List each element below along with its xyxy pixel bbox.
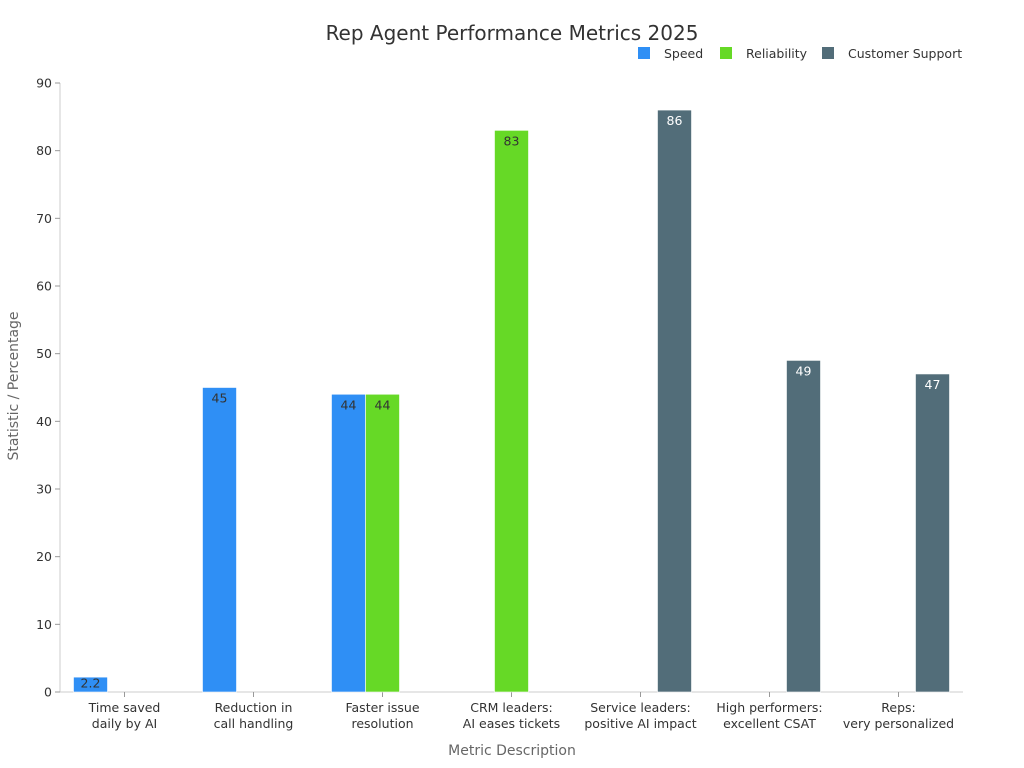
bar-speed (202, 387, 237, 693)
y-axis-title: Statistic / Percentage (6, 311, 22, 460)
x-tick-label: AI eases tickets (463, 716, 560, 731)
x-tick-label: Service leaders: (590, 700, 690, 715)
legend: Speed Reliability Customer Support (638, 46, 962, 61)
x-tick-label: excellent CSAT (723, 716, 816, 731)
bar-value-label: 49 (796, 363, 812, 378)
bar-value-label: 45 (212, 391, 228, 406)
x-tick-label: resolution (351, 716, 413, 731)
bar-value-label: 44 (375, 397, 391, 412)
y-tick-label: 80 (36, 143, 52, 158)
y-tick-label: 10 (36, 617, 52, 632)
y-tick-label: 30 (36, 482, 52, 497)
y-axis: 0 10 20 30 40 50 60 70 80 90 (36, 76, 61, 700)
x-tick-label: positive AI impact (584, 716, 696, 731)
x-tick-label: Time saved (88, 700, 161, 715)
bar-speed (331, 393, 366, 693)
y-tick-label: 70 (36, 211, 52, 226)
chart-title: Rep Agent Performance Metrics 2025 (326, 21, 699, 45)
legend-swatch (720, 47, 732, 59)
bar-value-label: 83 (504, 133, 520, 148)
x-tick-label: call handling (214, 716, 294, 731)
x-tick-label: Reduction in (215, 700, 293, 715)
bar-reliability (494, 130, 529, 693)
y-tick-label: 50 (36, 346, 52, 361)
legend-label: Speed (664, 46, 703, 61)
x-axis-title: Metric Description (448, 743, 576, 759)
y-tick-label: 40 (36, 414, 52, 429)
legend-label: Reliability (746, 46, 808, 61)
bar-customer-support (657, 109, 692, 693)
x-tick-label: CRM leaders: (470, 700, 552, 715)
bars: 2.2 45 44 44 83 86 49 47 (73, 109, 950, 693)
bar-value-label: 47 (925, 377, 941, 392)
x-tick-label: Faster issue (345, 700, 419, 715)
bar-value-label: 86 (667, 113, 683, 128)
bar-customer-support (786, 360, 821, 693)
x-tick-label: Reps: (881, 700, 915, 715)
bar-value-label: 2.2 (81, 676, 101, 691)
bar-customer-support (915, 373, 950, 693)
y-tick-label: 0 (44, 685, 52, 700)
legend-swatch (822, 47, 834, 59)
y-tick-label: 20 (36, 549, 52, 564)
x-tick-label: daily by AI (92, 716, 157, 731)
x-tick-label: High performers: (716, 700, 822, 715)
bar-value-label: 44 (341, 397, 357, 412)
y-tick-label: 90 (36, 76, 52, 91)
legend-label: Customer Support (848, 46, 962, 61)
x-tick-label: very personalized (843, 716, 954, 731)
bar-reliability (365, 393, 400, 693)
bar-speed (73, 676, 108, 693)
legend-swatch (638, 47, 650, 59)
y-tick-label: 60 (36, 279, 52, 294)
